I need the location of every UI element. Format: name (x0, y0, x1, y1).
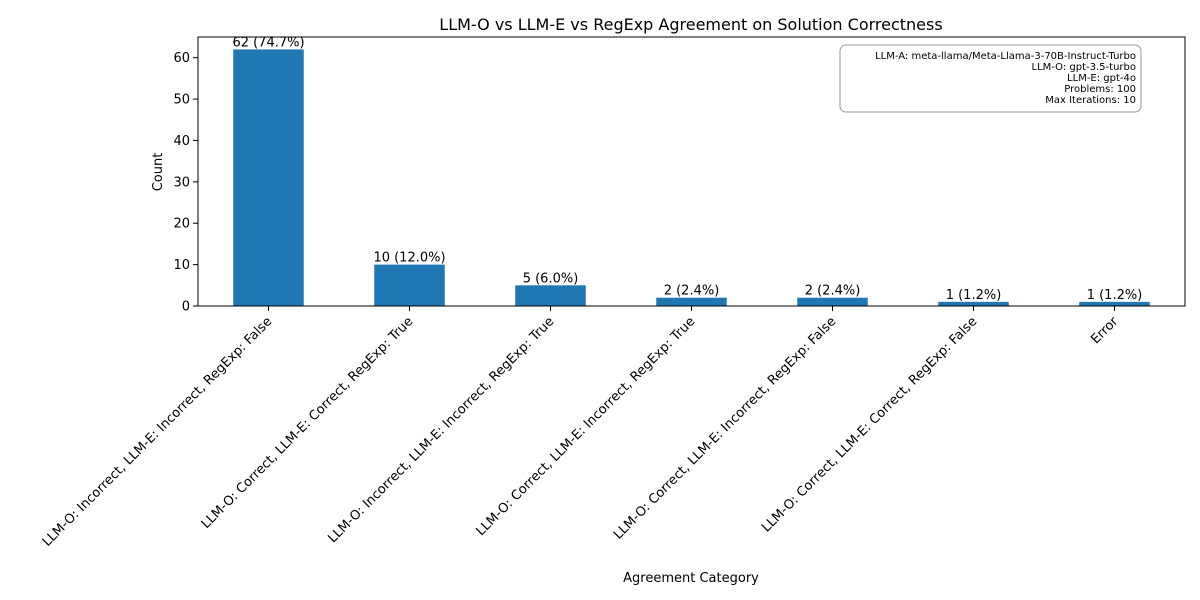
bar-data-label: 2 (2.4%) (664, 284, 720, 299)
x-axis-label: Agreement Category (623, 571, 759, 586)
y-tick-label: 60 (173, 51, 190, 66)
info-box-line: LLM-O: gpt-3.5-turbo (1032, 62, 1136, 73)
bar (938, 301, 1009, 306)
x-tick-label: LLM-O: Correct, LLM-E: Correct, RegExp: … (759, 314, 980, 535)
bar-data-label: 5 (6.0%) (523, 271, 579, 286)
y-tick-label: 10 (173, 258, 190, 273)
info-box-border (839, 44, 1142, 113)
y-tick-label: 0 (182, 300, 190, 315)
bar (1079, 301, 1150, 306)
bar (515, 285, 586, 306)
y-tick-label: 20 (173, 217, 190, 232)
x-tick-label: LLM-O: Incorrect, LLM-E: Incorrect, RegE… (40, 314, 276, 550)
x-tick-label: LLM-O: Correct, LLM-E: Incorrect, RegExp… (474, 314, 699, 539)
x-tick-label: Error (1088, 314, 1121, 347)
bar (797, 297, 868, 306)
info-box-line: Max Iterations: 10 (1045, 95, 1136, 106)
y-tick-label: 40 (173, 134, 190, 149)
plot-frame (197, 36, 1186, 307)
x-tick-label: LLM-O: Correct, LLM-E: Incorrect, RegExp… (611, 314, 839, 542)
info-box-line: Problems: 100 (1064, 84, 1136, 95)
info-box-line: LLM-E: gpt-4o (1067, 73, 1136, 84)
chart-title: LLM-O vs LLM-E vs RegExp Agreement on So… (439, 15, 942, 34)
info-box-line: LLM-A: meta-llama/Meta-Llama-3-70B-Instr… (875, 51, 1136, 62)
plot-area: 0 10 20 30 40 50 60 62 (74.7%) LLM-O: Incorrect,… (40, 35, 1186, 550)
info-box: LLM-A: meta-llama/Meta-Llama-3-70B-Instr… (839, 44, 1142, 113)
y-tick-label: 50 (173, 93, 190, 108)
bar (233, 49, 304, 307)
bar-data-label: 62 (74.7%) (232, 35, 304, 50)
bar-data-label: 1 (1.2%) (1087, 288, 1143, 303)
bar-data-label: 2 (2.4%) (805, 284, 861, 299)
x-tick-label: LLM-O: Incorrect, LLM-E: Incorrect, RegE… (325, 314, 557, 546)
bar-data-label: 1 (1.2%) (946, 288, 1002, 303)
y-axis-label: Count (151, 153, 166, 192)
y-tick-label: 30 (173, 175, 190, 190)
bar-data-label: 10 (12.0%) (373, 251, 445, 266)
bar (374, 264, 445, 306)
bar (656, 297, 727, 306)
